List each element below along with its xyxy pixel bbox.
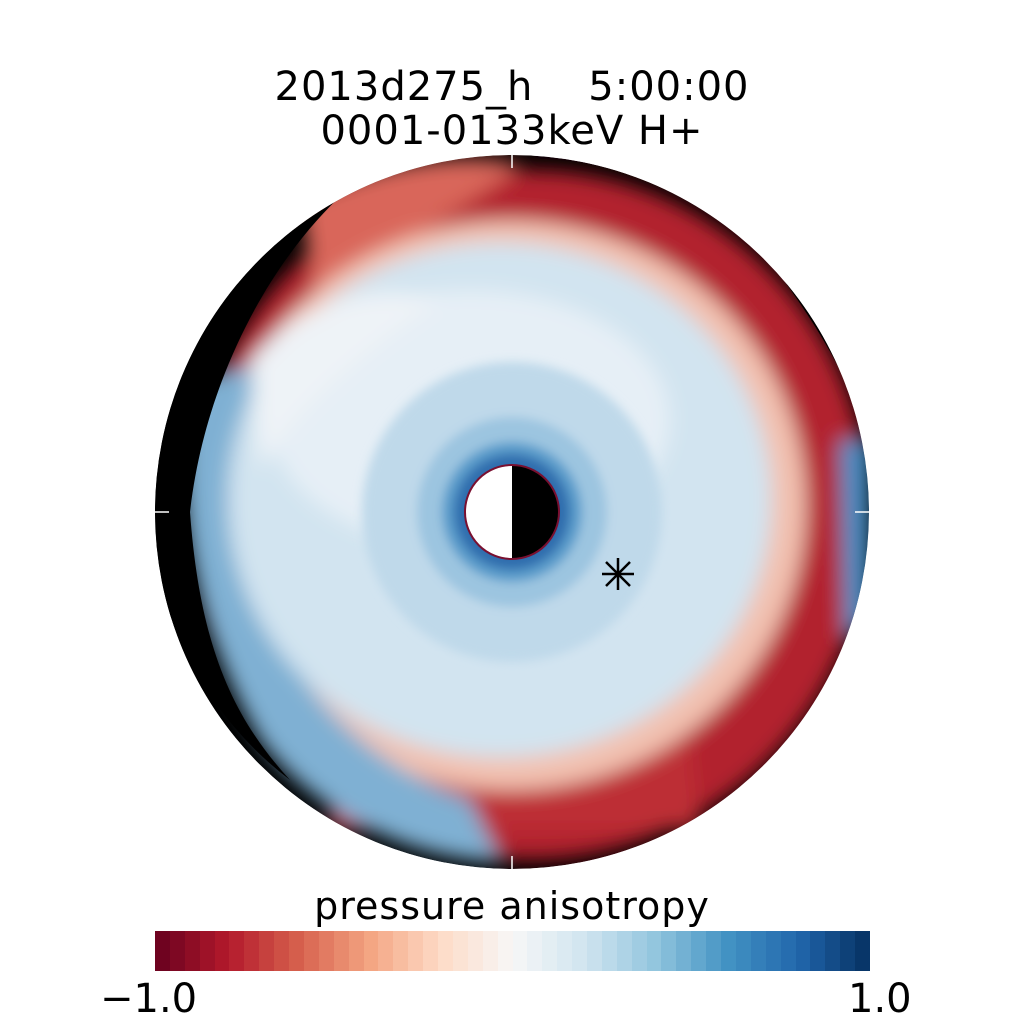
colorbar-step [289, 931, 305, 971]
colorbar-step [378, 931, 394, 971]
colorbar [155, 931, 870, 971]
colorbar-label: pressure anisotropy [314, 884, 710, 928]
earth-nightside [512, 465, 559, 559]
colorbar-step [185, 931, 201, 971]
colorbar-step [855, 931, 870, 971]
colorbar-step [259, 931, 275, 971]
red-tail [300, 158, 520, 330]
colorbar-step [274, 931, 290, 971]
chart-subtitle: 0001-0133keV H+ [320, 108, 704, 154]
colorbar-step [170, 931, 186, 971]
colorbar-step [796, 931, 811, 971]
white-streak [250, 292, 440, 470]
dayside-blue-patch [840, 440, 869, 640]
colorbar-step [229, 931, 245, 971]
colorbar-step [423, 931, 439, 971]
colorbar-step [304, 931, 320, 971]
colorbar-step [810, 931, 826, 971]
colorbar-step [766, 931, 782, 971]
colorbar-step [364, 931, 379, 971]
colorbar-step [676, 931, 692, 971]
colorbar-step [647, 931, 662, 971]
colorbar-step [617, 931, 633, 971]
colorbar-step [468, 931, 484, 971]
colorbar-step [632, 931, 648, 971]
colorbar-step [587, 931, 603, 971]
colorbar-min-label: −1.0 [100, 976, 198, 1022]
colorbar-step [721, 931, 737, 971]
colorbar-step [408, 931, 424, 971]
colorbar-step [736, 931, 752, 971]
colorbar-step [483, 931, 499, 971]
colorbar-step [706, 931, 722, 971]
colorbar-step [319, 931, 335, 971]
colorbar-step [349, 931, 365, 971]
earth-disk [464, 464, 560, 560]
axis-ticks [155, 154, 869, 870]
colorbar-step [215, 931, 230, 971]
nightside-blue-edge [183, 360, 500, 862]
colorbar-step [527, 931, 543, 971]
colorbar-step [840, 931, 856, 971]
colorbar-step [542, 931, 558, 971]
colorbar-step [334, 931, 350, 971]
colorbar-max-label: 1.0 [848, 976, 912, 1022]
colorbar-step [825, 931, 841, 971]
colorbar-step [453, 931, 469, 971]
colorbar-step [751, 931, 767, 971]
colorbar-step [438, 931, 454, 971]
asterisk-marker [602, 558, 634, 590]
colorbar-step [781, 931, 797, 971]
colorbar-step [513, 931, 528, 971]
colorbar-step [393, 931, 409, 971]
colorbar-step [557, 931, 573, 971]
earth-outline [464, 464, 560, 560]
colorbar-step [155, 931, 171, 971]
chart-title: 2013d275_h 5:00:00 [274, 64, 750, 110]
colorbar-step [498, 931, 514, 971]
colorbar-step [572, 931, 588, 971]
colorbar-step [200, 931, 216, 971]
colorbar-step [244, 931, 260, 971]
colorbar-step [602, 931, 618, 971]
colorbar-step [661, 931, 677, 971]
colorbar-step [691, 931, 707, 971]
